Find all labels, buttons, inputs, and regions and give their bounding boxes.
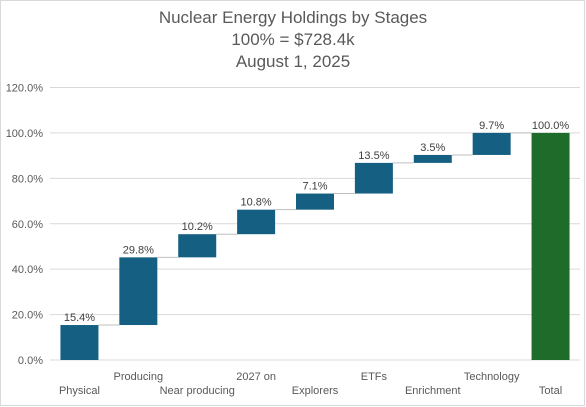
data-label: 10.2% (182, 221, 213, 233)
waterfall-bar (237, 209, 276, 235)
y-tick-label: 120.0% (6, 83, 44, 95)
data-label: 10.8% (241, 197, 272, 209)
x-category-label: Total (539, 385, 562, 397)
data-label: 29.8% (123, 244, 154, 256)
waterfall-bar (60, 325, 99, 360)
chart-title-line-2: 100% = $728.4k (231, 30, 355, 49)
waterfall-bar (178, 234, 217, 258)
y-tick-label: 40.0% (12, 264, 43, 276)
data-label: 100.0% (532, 120, 570, 132)
total-bar (531, 132, 570, 360)
x-category-label: ETFs (361, 371, 388, 383)
chart-title-line-3: August 1, 2025 (235, 52, 351, 71)
x-category-label: Explorers (292, 385, 339, 397)
y-tick-label: 60.0% (12, 219, 43, 231)
data-label: 7.1% (302, 181, 327, 193)
waterfall-bar (296, 193, 334, 210)
waterfall-bar (413, 154, 452, 163)
data-label: 3.5% (420, 142, 445, 154)
y-tick-label: 0.0% (18, 355, 43, 367)
x-category-label: 2027 on (236, 371, 276, 383)
x-category-label: Physical (59, 385, 100, 397)
chart-title: Nuclear Energy Holdings by Stages 100% =… (0, 7, 586, 73)
waterfall-bar (119, 257, 158, 326)
data-label: 9.7% (479, 120, 504, 132)
y-tick-label: 100.0% (6, 128, 44, 140)
x-category-label: Technology (464, 371, 520, 383)
waterfall-bar (354, 162, 393, 194)
chart-title-line-1: Nuclear Energy Holdings by Stages (158, 8, 428, 27)
data-label: 13.5% (358, 150, 389, 162)
x-category-label: Producing (114, 371, 164, 383)
y-tick-label: 80.0% (12, 173, 43, 185)
x-category-label: Enrichment (405, 385, 461, 397)
waterfall-bar (472, 132, 511, 155)
y-tick-label: 20.0% (12, 310, 43, 322)
data-label: 15.4% (64, 312, 95, 324)
x-category-label: Near producing (160, 385, 235, 397)
